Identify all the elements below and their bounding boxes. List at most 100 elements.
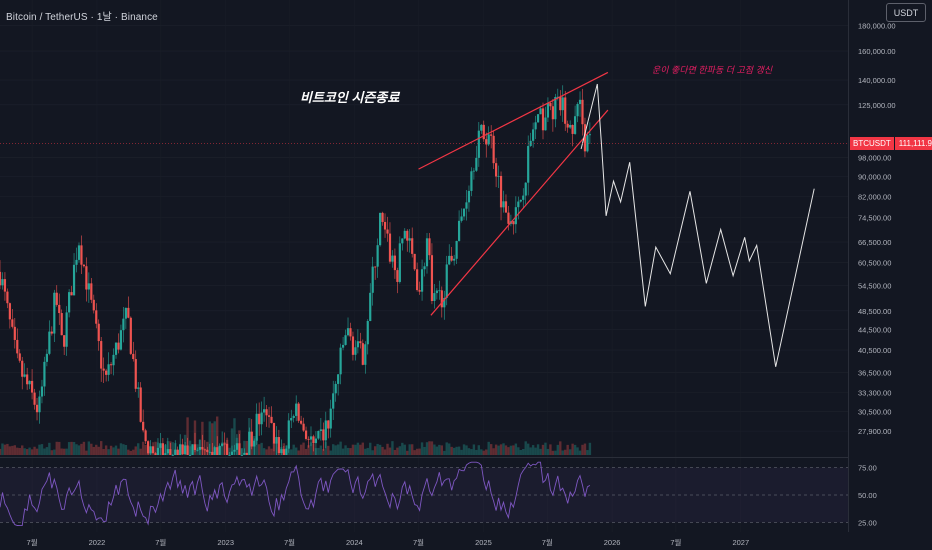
candle-body: [391, 255, 394, 262]
volume-bar: [522, 448, 525, 455]
rsi-pane[interactable]: [0, 461, 848, 527]
candle-body: [541, 108, 545, 131]
volume-bar: [18, 448, 21, 455]
candle-body: [398, 243, 401, 282]
volume-bar: [129, 450, 133, 455]
volume-bar: [341, 448, 345, 455]
candle-body: [314, 438, 318, 444]
candle-body: [430, 255, 434, 301]
price-axis[interactable]: 180,000.00 160,000.00 140,000.00 125,000.00…: [858, 21, 896, 436]
currency-button[interactable]: USDT: [886, 3, 926, 22]
candle-body: [304, 430, 308, 439]
candle-body: [191, 444, 194, 455]
projection-path[interactable]: [580, 83, 815, 367]
price-tick-label: 44,500.00: [858, 326, 891, 335]
candle-body: [297, 403, 300, 421]
volume-bar: [55, 441, 58, 455]
time-tick-label: 7월: [542, 537, 553, 547]
candle-body: [462, 208, 466, 217]
volume-bar: [255, 437, 258, 455]
last-price-tag: BTCUSDT 111,111.96: [850, 137, 932, 150]
volume-bar: [477, 445, 481, 455]
candle-body: [527, 145, 530, 183]
volume-bar: [339, 441, 342, 455]
candle-body: [423, 266, 426, 270]
candle-body: [529, 140, 532, 146]
candle-body: [428, 238, 431, 256]
volume-bar: [472, 444, 476, 455]
candle-body: [497, 175, 500, 177]
volume-bar: [43, 448, 46, 455]
candle-body: [337, 374, 340, 384]
candle-body: [275, 437, 278, 444]
volume-bar: [324, 441, 328, 455]
candle-body: [517, 201, 520, 208]
volume-bar: [309, 442, 313, 455]
candle-body: [349, 328, 352, 337]
volume-bar: [122, 444, 125, 455]
volume-bar: [117, 448, 120, 455]
candle-body: [341, 344, 345, 348]
volume-bar: [8, 446, 12, 455]
candle-body: [50, 331, 53, 334]
candle-body: [201, 447, 204, 450]
volume-bar: [13, 445, 17, 455]
volume-bar: [448, 443, 451, 455]
price-tick-label: 140,000.00: [858, 76, 896, 85]
candle-body: [307, 438, 310, 440]
volume-bar: [443, 450, 446, 455]
candle-body: [309, 436, 313, 440]
price-tick-label: 160,000.00: [858, 47, 896, 56]
volume-bar: [376, 443, 379, 455]
candle-body: [179, 444, 182, 455]
time-axis[interactable]: 7월 2022 7월 2023 7월 2024 7월 2025 7월 2026 7월 2027: [27, 537, 750, 547]
candle-body: [105, 370, 108, 375]
candle-body: [208, 451, 211, 453]
volume-bar: [561, 450, 564, 455]
candle-body: [534, 122, 537, 130]
candle-body: [512, 221, 515, 225]
time-tick-label: 7월: [670, 537, 681, 547]
volume-bar: [546, 448, 550, 455]
volume-bar: [304, 448, 308, 455]
rsi-tick-label: 25.00: [858, 518, 877, 527]
candle-body: [114, 342, 118, 355]
volume-bar: [433, 444, 436, 455]
price-tick-label: 90,000.00: [858, 172, 891, 181]
candle-body: [137, 387, 140, 389]
volume-bar: [455, 446, 458, 455]
price-tick-label: 27,900.00: [858, 427, 891, 436]
volume-bar: [90, 443, 93, 455]
candle-body: [556, 96, 559, 98]
volume-bar: [127, 449, 130, 455]
volume-bar: [406, 450, 409, 455]
volume-bar: [391, 441, 394, 455]
volume-bar: [267, 446, 271, 455]
candle-body: [383, 221, 387, 230]
volume-bar: [526, 443, 530, 455]
volume-bar: [233, 418, 236, 455]
candle-body: [235, 443, 239, 450]
candle-body: [361, 343, 364, 365]
candle-body: [334, 383, 337, 394]
volume-bar: [354, 444, 357, 455]
candle-body: [48, 331, 51, 354]
candle-body: [60, 313, 63, 336]
candle-body: [188, 455, 192, 456]
volume-bar: [544, 442, 547, 455]
candle-body: [243, 452, 246, 455]
candle-body: [403, 230, 406, 239]
candle-body: [85, 266, 88, 290]
candle-body: [416, 269, 419, 291]
volume-bar: [25, 449, 29, 455]
rising-wedge-lines[interactable]: [418, 71, 609, 316]
volume-bar: [230, 428, 234, 455]
volume-bar: [134, 446, 137, 455]
volume-bar: [356, 442, 360, 455]
time-tick-label: 7월: [284, 537, 295, 547]
volume-bar: [16, 447, 19, 455]
candle-body: [213, 447, 216, 455]
candlestick-series[interactable]: [0, 85, 591, 456]
